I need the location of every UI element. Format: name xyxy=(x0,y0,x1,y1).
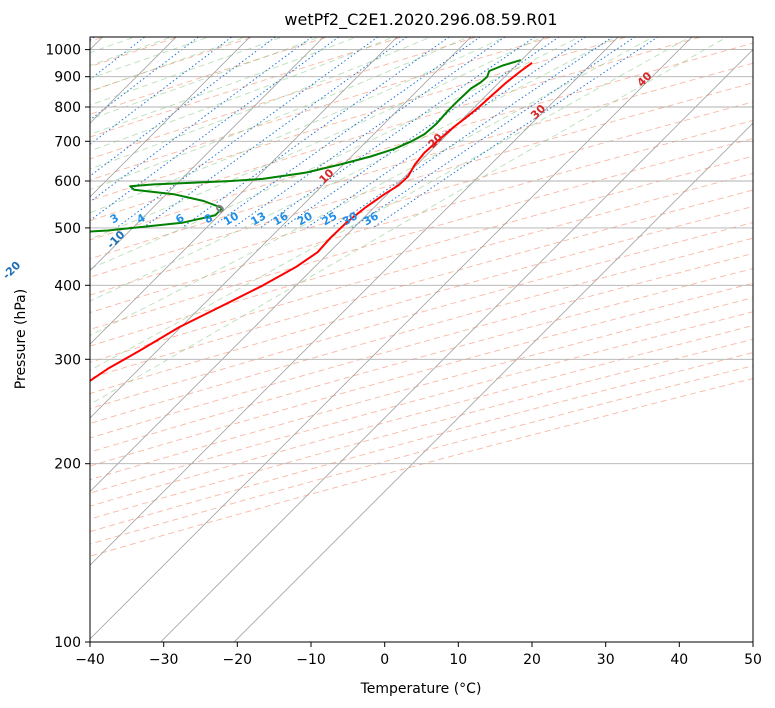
isotherm-line xyxy=(160,49,753,642)
y-tick-label: 800 xyxy=(54,100,81,116)
mixing-ratio-line xyxy=(142,37,408,229)
dry-adiabat-line xyxy=(90,268,753,453)
moist-adiabat-line xyxy=(90,37,210,79)
dry-adiabat-line xyxy=(90,82,753,278)
moist-adiabat-line xyxy=(90,37,544,240)
y-tick-label: 400 xyxy=(54,278,81,294)
isotherm-line xyxy=(90,37,693,640)
plot-background xyxy=(90,37,753,642)
y-tick-label: 300 xyxy=(54,352,81,368)
axis-ticks: −40 −30 −20 −10 0 10 20 30 40 50 1000 900 800 700 600 5… xyxy=(45,43,762,668)
x-tick-label: 20 xyxy=(523,652,541,668)
x-tick-label: −20 xyxy=(223,652,253,668)
x-tick-label: 10 xyxy=(449,652,467,668)
x-tick-label: −30 xyxy=(149,652,179,668)
isotherm-line xyxy=(90,37,472,419)
plot-frame xyxy=(89,36,754,643)
x-tick-label: −10 xyxy=(296,652,326,668)
isotherm-line xyxy=(90,37,251,198)
grid-lines xyxy=(90,37,753,642)
dry-adiabat-line xyxy=(90,42,753,241)
isotherm-line xyxy=(90,37,324,272)
temperature-profile-line xyxy=(90,61,533,383)
y-tick-label: 600 xyxy=(54,174,81,190)
x-tick-label: 40 xyxy=(670,652,688,668)
dry-adiabat-line xyxy=(90,189,753,379)
y-tick-label: 500 xyxy=(54,221,81,237)
mixing-ratio-line xyxy=(331,37,614,229)
mixing-ratio-line xyxy=(232,37,506,229)
mixing-ratio-line xyxy=(115,37,379,229)
moist-adiabat-line xyxy=(90,37,691,371)
x-tick-label: 50 xyxy=(744,652,762,668)
dry-adiabat-line xyxy=(90,222,753,410)
isotherm-label: -20 xyxy=(0,258,23,281)
mixing-ratio-line xyxy=(90,37,313,203)
dry-adiabat-line xyxy=(90,253,753,439)
isotherm-line xyxy=(90,37,619,566)
dry-adiabat-line xyxy=(90,172,753,363)
chart-title: wetPf2_C2E1.2020.296.08.59.R01 xyxy=(284,10,557,30)
dry-adiabat-line xyxy=(90,378,753,557)
moist-adiabat-line xyxy=(90,37,395,152)
y-tick-label: 900 xyxy=(54,70,81,86)
moist-adiabat-line xyxy=(90,37,358,135)
moist-adiabat-line xyxy=(90,37,247,93)
mixing-ratio-line xyxy=(306,37,587,229)
isotherm-line xyxy=(233,122,753,642)
dry-adiabat-line xyxy=(90,352,753,533)
x-tick-label: 30 xyxy=(597,652,615,668)
mixing-ratio-line xyxy=(181,37,450,229)
y-tick-label: 700 xyxy=(54,134,81,150)
x-tick-label: 0 xyxy=(380,652,389,668)
x-tick-label: −40 xyxy=(75,652,105,668)
isotherm-line xyxy=(90,37,398,345)
mixing-ratio-line xyxy=(90,37,96,42)
dry-adiabat-line xyxy=(90,297,753,481)
dry-adiabat-line xyxy=(90,325,753,507)
mixing-ratio-line xyxy=(372,37,659,229)
y-axis-label: Pressure (hPa) xyxy=(13,289,29,389)
y-tick-label: 100 xyxy=(54,635,81,651)
dewpoint-profile-line xyxy=(90,59,522,233)
x-axis-label: Temperature (°C) xyxy=(360,681,482,697)
y-tick-label: 200 xyxy=(54,457,81,473)
mixing-ratio-line xyxy=(90,37,340,222)
dry-adiabat-line xyxy=(90,365,753,545)
dry-adiabat-line xyxy=(90,101,753,296)
isotherm-line xyxy=(90,37,545,493)
sounding-profiles xyxy=(90,59,533,383)
y-tick-label: 1000 xyxy=(45,43,81,59)
